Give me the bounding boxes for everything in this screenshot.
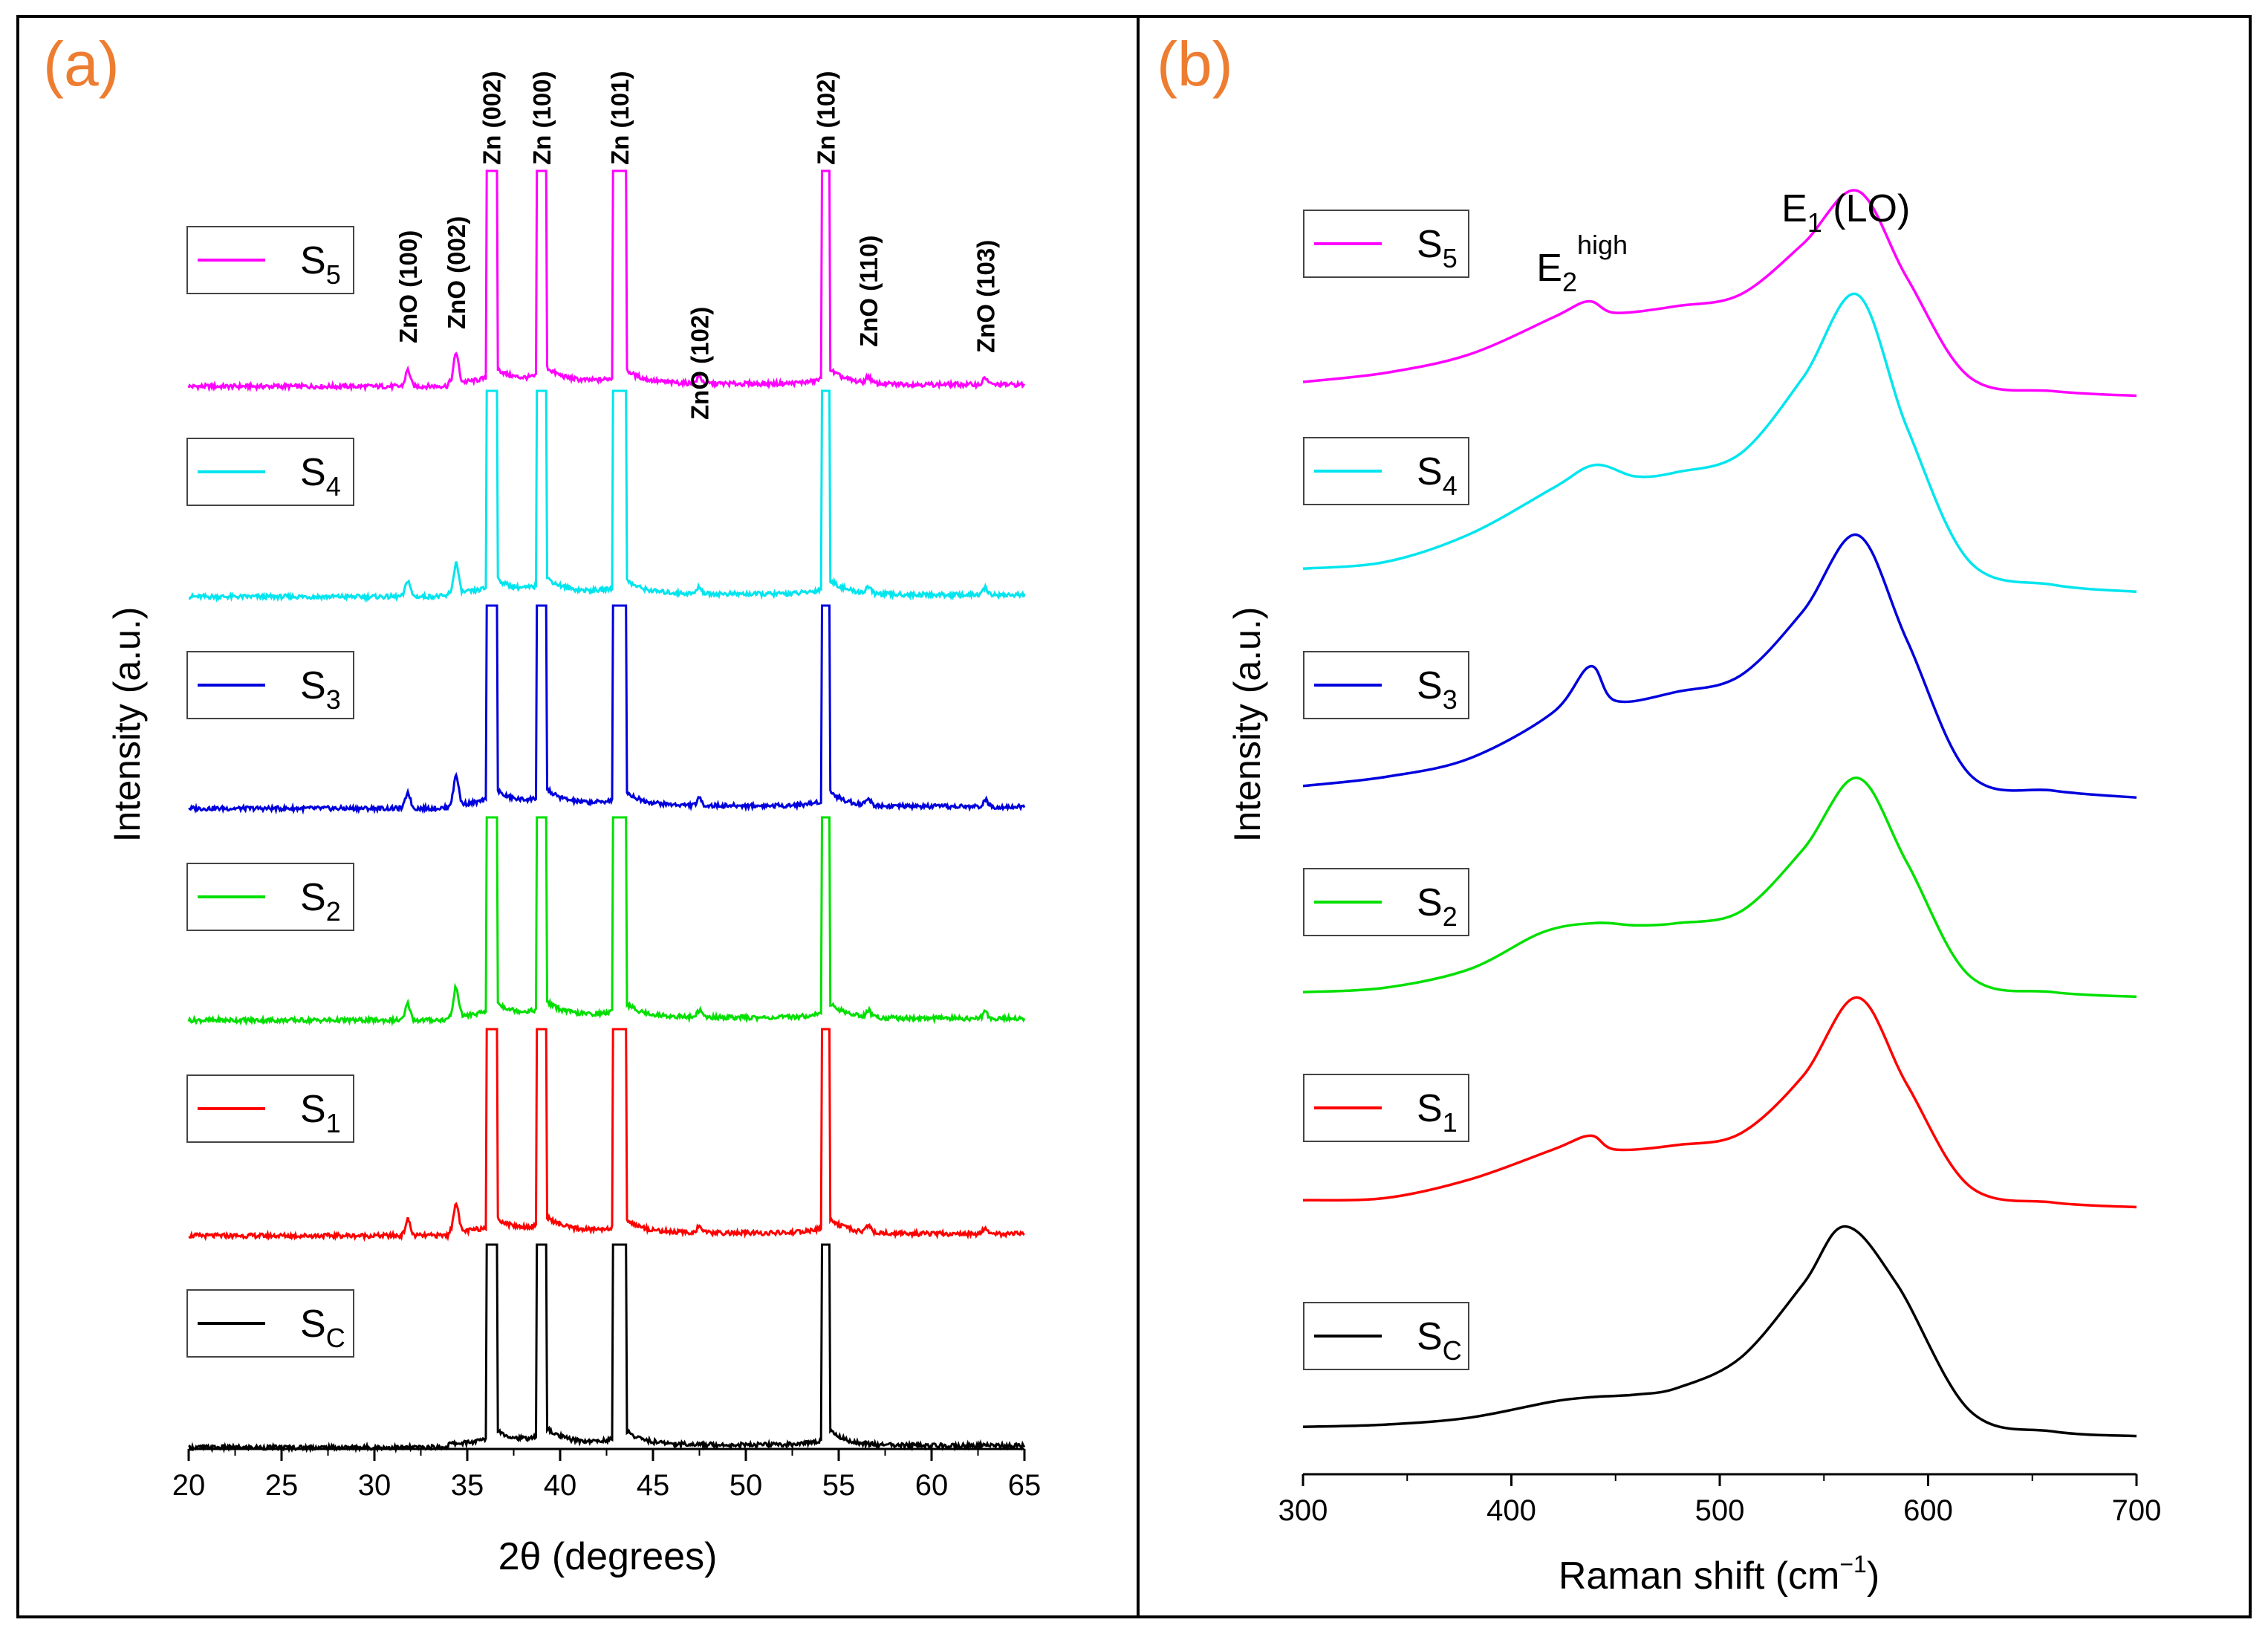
panel-b-legend-SC-label: SC bbox=[1417, 1315, 1462, 1366]
panel-b-annotation-e1lo-rest: (LO) bbox=[1822, 187, 1910, 230]
panel-a-xtick-label: 35 bbox=[451, 1469, 484, 1502]
panel-b-xtick-label: 300 bbox=[1278, 1494, 1328, 1527]
panel-a-xtick-label: 55 bbox=[822, 1469, 856, 1502]
panel-a-legend-SC-label: SC bbox=[300, 1303, 345, 1353]
panel-a-legend-S2-label-base: S bbox=[300, 876, 326, 919]
panel-a-series-S1 bbox=[188, 1028, 1025, 1242]
panel-b-xlabel-sup: −1 bbox=[1839, 1551, 1866, 1578]
panel-a-legend-S5-label: S5 bbox=[300, 239, 341, 290]
panel-a-xtick-label: 65 bbox=[1008, 1469, 1042, 1502]
panel-a-peak-label: Zn (101) bbox=[606, 71, 634, 165]
panel-b-series-S3 bbox=[1302, 534, 2137, 800]
panel-a-peak-label: ZnO (103) bbox=[972, 240, 1000, 353]
panel-a-legend-S2-label-sub: 2 bbox=[326, 896, 341, 927]
panel-a-legend-S1-label-sub: 1 bbox=[326, 1108, 341, 1138]
panel-b-legend-SC-label-base: S bbox=[1417, 1315, 1443, 1358]
panel-b-series-S2 bbox=[1302, 777, 2137, 999]
panel-b-label: (b) bbox=[1157, 29, 1233, 99]
panel-a-series-SC bbox=[188, 1243, 1026, 1454]
panel-b-annotation-e2high-base: E bbox=[1536, 247, 1562, 290]
panel-b-legend-S4-box bbox=[1303, 437, 1469, 505]
panel-a-legend-S4-label: S4 bbox=[300, 451, 341, 502]
panel-b-legend-S3-label-sub: 3 bbox=[1443, 684, 1458, 715]
panel-a-xtick-label: 30 bbox=[358, 1469, 391, 1502]
panel-b-legend-S1-label-base: S bbox=[1417, 1087, 1443, 1130]
panel-a-xtick-label: 50 bbox=[730, 1469, 763, 1502]
panel-a-peak-label: ZnO (110) bbox=[855, 236, 883, 347]
panel-a-legend-S5-label-base: S bbox=[300, 239, 326, 282]
panel-a-legend-S1-label-base: S bbox=[300, 1088, 326, 1131]
panel-a-peak-label: Zn (102) bbox=[813, 71, 840, 165]
panel-a-legend-SC-label-base: S bbox=[300, 1303, 326, 1346]
panel-b-xlabel: Raman shift (cm−1) bbox=[1559, 1551, 1879, 1598]
panel-a-legend-S3-label-sub: 3 bbox=[326, 684, 341, 715]
panel-b-annotation-e2high-sup: high bbox=[1577, 230, 1628, 260]
panel-a-legend-S4-label-base: S bbox=[300, 451, 326, 494]
panel-b-annotation-e1lo-base: E bbox=[1781, 187, 1807, 230]
panel-b-xtick-label: 400 bbox=[1486, 1494, 1536, 1527]
panel-b-xtick-label: 600 bbox=[1903, 1494, 1953, 1527]
panel-a-peak-label: ZnO (102) bbox=[686, 307, 714, 420]
panel-b-series-SC bbox=[1302, 1225, 2137, 1438]
panel-b-legend-S1-label: S1 bbox=[1417, 1087, 1458, 1138]
panel-b-series-S5 bbox=[1302, 189, 2137, 398]
panel-a-xtick-label: 25 bbox=[265, 1469, 299, 1502]
panel-b-legend-S4-label-sub: 4 bbox=[1443, 470, 1458, 501]
panel-a-series-S5 bbox=[187, 169, 1026, 393]
panel-a-legend-S2-label: S2 bbox=[300, 876, 341, 927]
panel-b-legend-S2-label: S2 bbox=[1417, 881, 1458, 932]
panel-b-xtick-label: 500 bbox=[1695, 1494, 1745, 1527]
panel-b-legend-S4-label-base: S bbox=[1417, 450, 1443, 493]
panel-a-xtick-label: 20 bbox=[172, 1469, 206, 1502]
panel-b-annotation-e2high: E2high bbox=[1536, 230, 1628, 297]
panel-b-xlabel-end: ) bbox=[1867, 1554, 1879, 1598]
panel-a-xtick-label: 45 bbox=[637, 1469, 670, 1502]
panel-a-series-S2 bbox=[187, 816, 1026, 1027]
panel-a-xtick-label: 40 bbox=[544, 1469, 577, 1502]
panel-a-peak-label: Zn (002) bbox=[478, 71, 506, 165]
panel-a-legend-SC-label-sub: C bbox=[326, 1323, 345, 1353]
panel-b-xlabel-main: Raman shift (cm bbox=[1559, 1554, 1840, 1598]
panel-a-series-S4 bbox=[188, 389, 1026, 603]
panel-a-legend-S1-label: S1 bbox=[300, 1088, 341, 1138]
panel-b-legend-S2-label-base: S bbox=[1417, 881, 1443, 924]
panel-a-legend-S3-label: S3 bbox=[300, 664, 341, 715]
panel-a-peak-label: Zn (100) bbox=[528, 71, 556, 165]
panel-a-label: (a) bbox=[43, 29, 120, 99]
figure-frame bbox=[16, 15, 2252, 1618]
panel-b-legend-S4-label: S4 bbox=[1417, 450, 1458, 501]
panel-a-ylabel: Intensity (a.u.) bbox=[106, 607, 148, 843]
panel-b-legend-S2-label-sub: 2 bbox=[1443, 901, 1458, 932]
panel-a-legend-S5-label-sub: 5 bbox=[326, 259, 341, 290]
panel-b-annotation-e1lo-sub: 1 bbox=[1807, 207, 1822, 238]
panel-b-series-S1 bbox=[1302, 996, 2137, 1209]
panel-a-xtick-label: 60 bbox=[915, 1469, 949, 1502]
panel-b-legend-SC-label-sub: C bbox=[1443, 1335, 1462, 1366]
panel-b-series-S4 bbox=[1302, 292, 2137, 594]
panel-a-legend-S3-label-base: S bbox=[300, 664, 326, 707]
panel-b-legend-S5-label: S5 bbox=[1417, 223, 1458, 273]
panel-a-legend-S4-label-sub: 4 bbox=[326, 471, 341, 502]
panel-b-legend-S3-label-base: S bbox=[1417, 664, 1443, 707]
panel-b-annotation-e1lo: E1 (LO) bbox=[1781, 187, 1910, 238]
panel-b-legend-S5-label-sub: 5 bbox=[1443, 243, 1458, 273]
panel-a-xlabel: 2θ (degrees) bbox=[498, 1535, 718, 1578]
panel-b-annotation-e2high-sub: 2 bbox=[1562, 267, 1577, 297]
panel-a-peak-label: ZnO (002) bbox=[443, 216, 470, 329]
panel-b-legend-S5-label-base: S bbox=[1417, 223, 1443, 266]
panel-b-xtick-label: 700 bbox=[2112, 1494, 2162, 1527]
panel-b-ylabel: Intensity (a.u.) bbox=[1226, 607, 1268, 843]
panel-a-series-S3 bbox=[188, 604, 1026, 815]
panel-a-peak-label: ZnO (100) bbox=[394, 230, 422, 343]
panel-b-legend-S3-label: S3 bbox=[1417, 664, 1458, 715]
panel-b-legend-S1-label-sub: 1 bbox=[1443, 1107, 1458, 1138]
